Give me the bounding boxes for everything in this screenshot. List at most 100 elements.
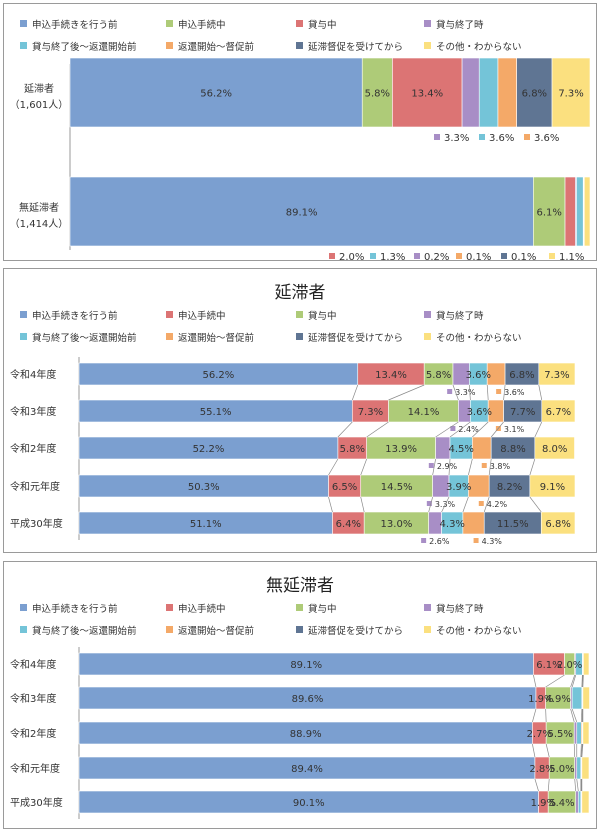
delinquent-bar-segment bbox=[534, 436, 575, 460]
non-delinquent-data-label: 5.0% bbox=[549, 764, 574, 775]
overall-legend-swatch bbox=[296, 42, 303, 49]
overall-below-label: 3.6% bbox=[489, 133, 514, 144]
delinquent-data-label: 6.4% bbox=[336, 519, 361, 530]
overall-below-label: 2.0% bbox=[339, 252, 364, 260]
overall-bar-segment bbox=[69, 176, 534, 247]
delinquent-connector-line bbox=[432, 458, 436, 476]
overall-data-label: 56.2% bbox=[200, 89, 232, 100]
delinquent-data-label: 3.6% bbox=[467, 407, 492, 418]
non-delinquent-legend-label: 貸与中 bbox=[308, 603, 337, 615]
non-delinquent-data-label: 1.9% bbox=[528, 694, 553, 705]
non-delinquent-connector-line bbox=[533, 674, 537, 688]
delinquent-legend-swatch bbox=[424, 333, 431, 340]
delinquent-connector-line bbox=[452, 384, 459, 401]
non-delinquent-legend-swatch bbox=[20, 626, 27, 633]
overall-legend-label: その他・わからない bbox=[436, 41, 522, 53]
delinquent-legend-swatch bbox=[424, 311, 431, 318]
non-delinquent-connector-line bbox=[547, 778, 550, 792]
delinquent-below-marker bbox=[447, 389, 453, 394]
delinquent-connector-line bbox=[388, 384, 425, 401]
non-delinquent-category-label: 令和元年度 bbox=[10, 762, 60, 775]
delinquent-data-label: 4.5% bbox=[448, 444, 473, 455]
delinquent-connector-line bbox=[462, 496, 469, 513]
overall-legend-label: 申込手続きを行う前 bbox=[32, 19, 118, 31]
delinquent-connector-line bbox=[529, 458, 536, 476]
delinquent-connector-line bbox=[449, 421, 471, 438]
overall-bar-segment bbox=[551, 57, 591, 128]
delinquent-data-label: 13.0% bbox=[381, 519, 413, 530]
non-delinquent-bar-segment bbox=[573, 721, 578, 745]
non-delinquent-connector-line bbox=[545, 743, 550, 758]
overall-below-label: 1.3% bbox=[380, 252, 405, 260]
delinquent-connector-line bbox=[472, 421, 489, 438]
delinquent-data-label: 55.1% bbox=[200, 407, 232, 418]
delinquent-bar-segment bbox=[541, 399, 576, 423]
delinquent-data-label: 3.9% bbox=[446, 482, 471, 493]
non-delinquent-connector-line bbox=[532, 708, 537, 723]
delinquent-data-label: 6.8% bbox=[509, 370, 534, 381]
overall-data-label: 6.8% bbox=[522, 89, 547, 100]
non-delinquent-connector-line bbox=[545, 674, 565, 688]
non-delinquent-bar-segment bbox=[576, 721, 582, 745]
non-delinquent-legend-swatch bbox=[424, 604, 431, 611]
non-delinquent-legend-swatch bbox=[166, 626, 173, 633]
delinquent-connector-line bbox=[448, 458, 451, 476]
overall-row-label: 延滞者 bbox=[24, 83, 54, 95]
overall-below-label: 3.3% bbox=[444, 133, 469, 144]
delinquent-connector-line bbox=[328, 496, 333, 513]
non-delinquent-category-label: 平成30年度 bbox=[10, 796, 63, 809]
delinquent-connector-line bbox=[468, 458, 473, 476]
non-delinquent-data-label: 1.9% bbox=[531, 798, 556, 809]
overall-data-label: 5.8% bbox=[365, 89, 390, 100]
non-delinquent-connector-line bbox=[571, 674, 577, 688]
delinquent-connector-line bbox=[428, 496, 433, 513]
non-delinquent-bar-segment bbox=[577, 790, 582, 814]
overall-legend-label: 返還開始～督促前 bbox=[178, 41, 254, 53]
non-delinquent-data-label: 6.1% bbox=[536, 660, 561, 671]
delinquent-title: 延滞者 bbox=[275, 283, 326, 303]
overall-bar-segment bbox=[392, 57, 463, 128]
non-delinquent-category-label: 令和3年度 bbox=[10, 692, 56, 705]
chart-panel-delinquent: 延滞者 申込手続きを行う前 申込手続中 貸与中 貸与終了時 貸与終了後～返還開始前 返還開始… bbox=[3, 268, 597, 553]
delinquent-legend-swatch bbox=[166, 311, 173, 318]
overall-below-marker bbox=[524, 134, 530, 140]
delinquent-below-label: 2.9% bbox=[437, 462, 458, 471]
delinquent-connector-line bbox=[529, 496, 542, 513]
overall-data-label: 13.4% bbox=[411, 89, 443, 100]
overall-legend-label: 貸与中 bbox=[308, 19, 337, 31]
delinquent-bar-segment bbox=[472, 436, 492, 460]
delinquent-below-label: 3.6% bbox=[504, 388, 525, 397]
non-delinquent-connector-line bbox=[571, 708, 578, 723]
non-delinquent-legend-swatch bbox=[166, 604, 173, 611]
delinquent-legend-label: 貸与終了後～返還開始前 bbox=[32, 332, 137, 344]
delinquent-legend-label: 申込手続きを行う前 bbox=[32, 310, 118, 322]
delinquent-legend-swatch bbox=[20, 333, 27, 340]
overall-row-label: （1,601人） bbox=[10, 99, 69, 111]
delinquent-below-marker bbox=[496, 389, 502, 394]
delinquent-category-label: 令和3年度 bbox=[10, 405, 56, 418]
overall-below-marker bbox=[434, 134, 440, 140]
overall-bar-segment bbox=[583, 176, 591, 247]
delinquent-legend-label: 延滞督促を受けてから bbox=[308, 332, 403, 344]
overall-data-label: 89.1% bbox=[286, 208, 318, 219]
delinquent-legend-label: 申込手続中 bbox=[178, 310, 226, 322]
overall-below-label: 0.1% bbox=[466, 252, 491, 260]
overall-legend-swatch bbox=[166, 20, 173, 27]
overall-below-marker bbox=[329, 253, 335, 259]
non-delinquent-connector-line bbox=[545, 708, 547, 723]
non-delinquent-legend-swatch bbox=[296, 604, 303, 611]
delinquent-data-label: 6.8% bbox=[545, 519, 570, 530]
non-delinquent-data-label: 88.9% bbox=[290, 729, 322, 740]
overall-legend-swatch bbox=[424, 42, 431, 49]
delinquent-connector-line bbox=[538, 384, 543, 401]
non-delinquent-legend-swatch bbox=[20, 604, 27, 611]
overall-row-label: 無延滞者 bbox=[19, 201, 59, 214]
non-delinquent-bar-segment bbox=[571, 686, 583, 710]
non-delinquent-bar-segment bbox=[583, 652, 590, 676]
overall-legend-swatch bbox=[166, 42, 173, 49]
overall-below-label: 3.6% bbox=[534, 133, 559, 144]
delinquent-category-label: 平成30年度 bbox=[10, 517, 63, 530]
non-delinquent-connector-line bbox=[576, 778, 579, 792]
non-delinquent-data-label: 89.1% bbox=[290, 660, 322, 671]
